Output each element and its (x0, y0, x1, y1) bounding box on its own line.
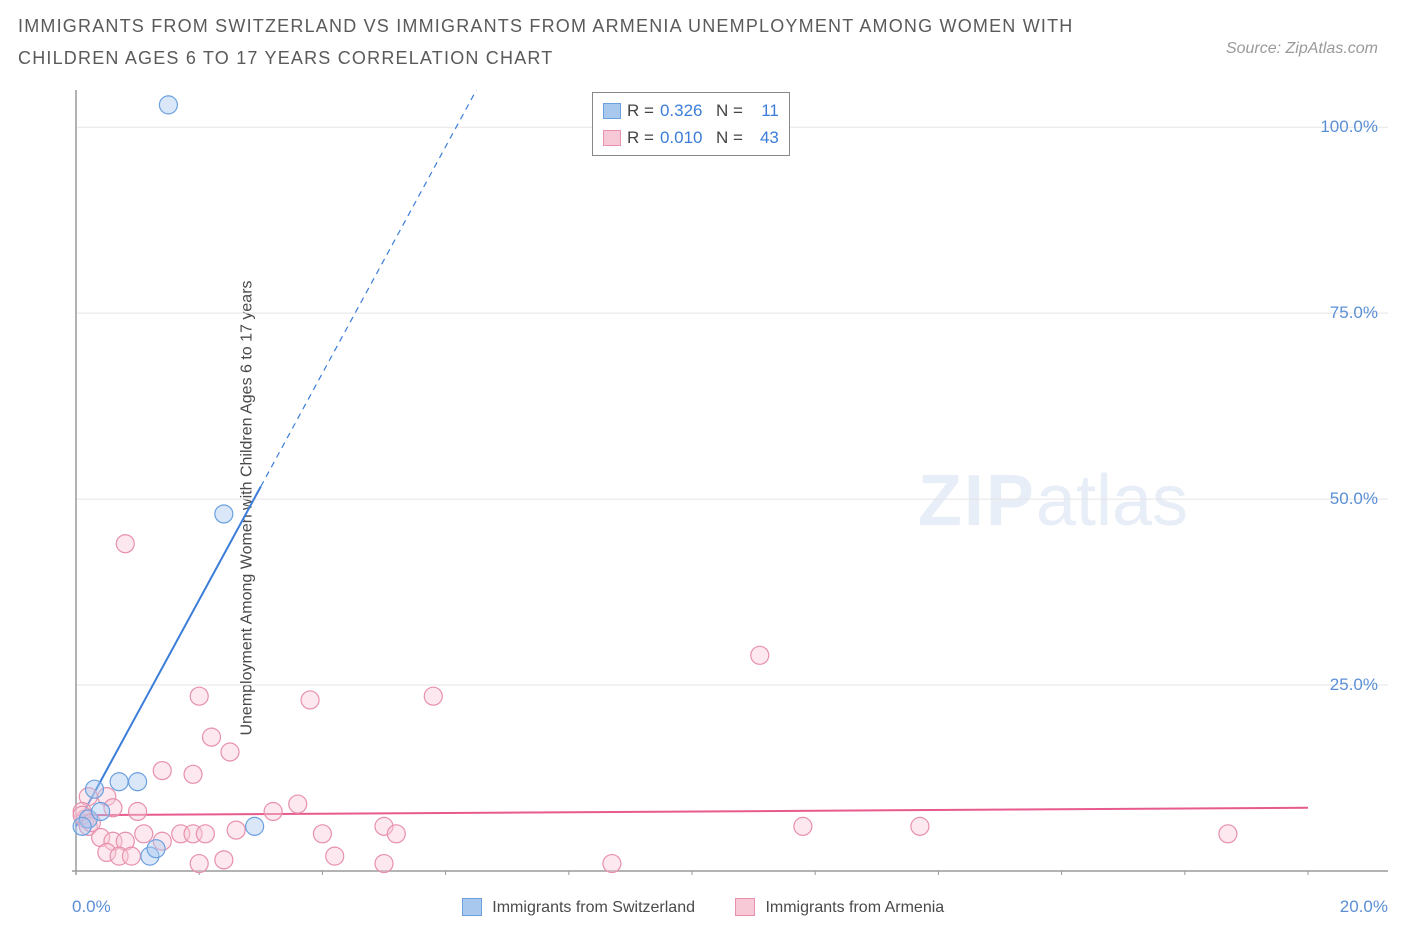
r-label: R = (627, 124, 654, 151)
legend-swatch-pink-icon (735, 898, 755, 916)
n-value-blue: 11 (749, 97, 779, 124)
chart-container: Unemployment Among Women with Children A… (18, 90, 1388, 925)
legend-swatch-blue-icon (462, 898, 482, 916)
n-label: N = (716, 97, 743, 124)
y-tick-label: 25.0% (1330, 675, 1378, 695)
swatch-pink-icon (603, 130, 621, 146)
series-legend: Immigrants from Switzerland Immigrants f… (18, 898, 1388, 917)
r-label: R = (627, 97, 654, 124)
y-tick-label: 100.0% (1320, 117, 1378, 137)
legend-label-pink: Immigrants from Armenia (765, 899, 944, 916)
y-tick-label: 75.0% (1330, 303, 1378, 323)
legend-label-blue: Immigrants from Switzerland (492, 899, 695, 916)
n-value-pink: 43 (749, 124, 779, 151)
y-tick-label: 50.0% (1330, 489, 1378, 509)
plot-area: R = 0.326 N = 11 R = 0.010 N = 43 25.0% 5… (72, 90, 1388, 875)
stats-legend-box: R = 0.326 N = 11 R = 0.010 N = 43 (592, 92, 790, 156)
chart-title: IMMIGRANTS FROM SWITZERLAND VS IMMIGRANT… (18, 10, 1118, 75)
legend-item-pink: Immigrants from Armenia (735, 898, 944, 917)
r-value-pink: 0.010 (660, 124, 710, 151)
stats-row-pink: R = 0.010 N = 43 (603, 124, 779, 151)
n-label: N = (716, 124, 743, 151)
source-label: Source: ZipAtlas.com (1226, 10, 1388, 58)
legend-item-blue: Immigrants from Switzerland (462, 898, 695, 917)
swatch-blue-icon (603, 103, 621, 119)
scatter-plot-svg (72, 90, 1388, 875)
r-value-blue: 0.326 (660, 97, 710, 124)
stats-row-blue: R = 0.326 N = 11 (603, 97, 779, 124)
